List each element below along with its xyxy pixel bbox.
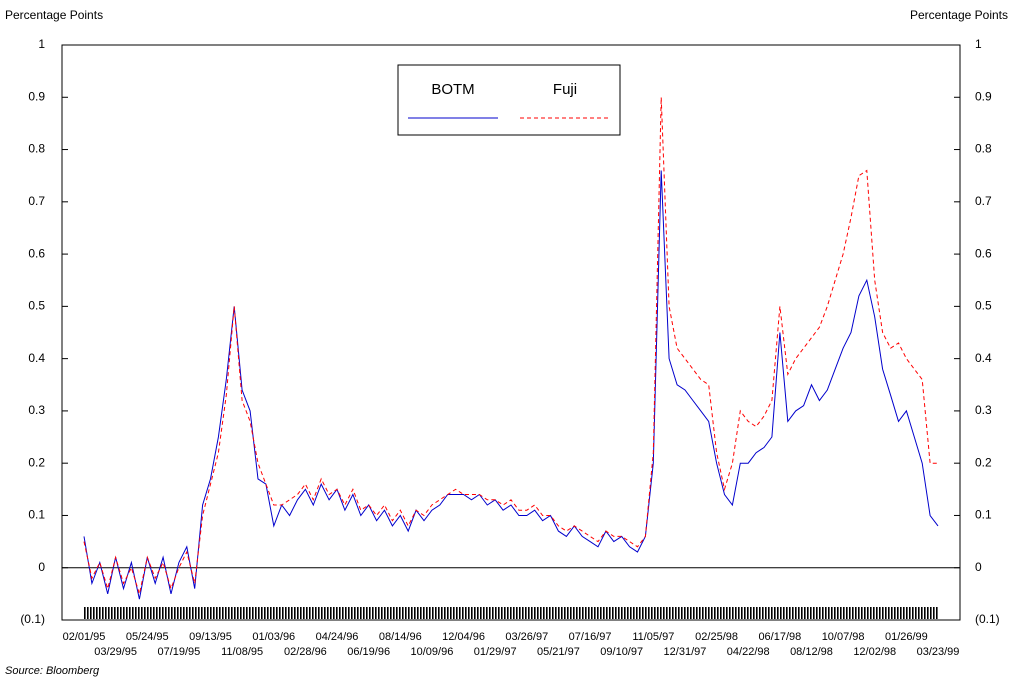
x-tick-label: 11/05/97 xyxy=(632,631,674,643)
y-tick-label: 0.8 xyxy=(28,142,45,156)
y2-tick-label: 0.4 xyxy=(975,351,992,365)
source-note: Source: Bloomberg xyxy=(5,665,100,677)
y2-tick-label: 0.6 xyxy=(975,246,992,260)
x-tick-label: 02/01/95 xyxy=(63,631,106,643)
legend-label: BOTM xyxy=(431,81,474,98)
x-tick-label: 12/31/97 xyxy=(664,646,707,658)
y-tick-label: 1 xyxy=(38,37,45,51)
y-tick-label: 0.7 xyxy=(28,194,45,208)
y-tick-label: (0.1) xyxy=(20,612,45,626)
y-tick-label: 0.1 xyxy=(28,508,45,522)
x-tick-label: 05/21/97 xyxy=(537,646,580,658)
y-axis-label: Percentage Points xyxy=(5,8,103,22)
y-tick-label: 0 xyxy=(38,560,45,574)
y-tick-label: 0.2 xyxy=(28,455,45,469)
y-tick-label: 0.3 xyxy=(28,403,45,417)
x-tick-label: 03/23/99 xyxy=(917,646,960,658)
x-tick-label: 11/08/95 xyxy=(221,646,263,658)
x-tick-label: 06/17/98 xyxy=(758,631,801,643)
y2-tick-label: 0.9 xyxy=(975,89,992,103)
x-tick-label: 07/16/97 xyxy=(569,631,612,643)
series-line xyxy=(83,170,939,600)
y2-tick-label: (0.1) xyxy=(975,612,1000,626)
y-tick-label: 0.5 xyxy=(28,299,45,313)
y2-tick-label: 0.2 xyxy=(975,455,992,469)
x-tick-label: 07/19/95 xyxy=(157,646,200,658)
x-tick-label: 04/22/98 xyxy=(727,646,770,658)
x-tick-label: 08/14/96 xyxy=(379,631,422,643)
x-tick-label: 05/24/95 xyxy=(126,631,169,643)
x-tick-label: 10/07/98 xyxy=(822,631,865,643)
y2-tick-label: 0.1 xyxy=(975,508,992,522)
legend-label: Fuji xyxy=(553,81,577,98)
x-tick-label: 12/02/98 xyxy=(853,646,896,658)
x-tick-label: 03/29/95 xyxy=(94,646,137,658)
x-tick-label: 02/28/96 xyxy=(284,646,327,658)
y2-tick-label: 0 xyxy=(975,560,982,574)
y2-tick-label: 1 xyxy=(975,37,982,51)
y-tick-label: 0.4 xyxy=(28,351,45,365)
legend xyxy=(397,64,621,136)
x-tick-label: 10/09/96 xyxy=(411,646,454,658)
y2-tick-label: 0.5 xyxy=(975,299,992,313)
x-tick-label: 04/24/96 xyxy=(316,631,359,643)
plot-frame xyxy=(61,44,961,621)
x-tick-label: 12/04/96 xyxy=(442,631,485,643)
x-tick-label: 06/19/96 xyxy=(347,646,390,658)
x-tick-label: 09/10/97 xyxy=(600,646,643,658)
x-tick-label: 02/25/98 xyxy=(695,631,738,643)
x-tick-label: 01/29/97 xyxy=(474,646,517,658)
y-tick-label: 0.6 xyxy=(28,246,45,260)
x-tick-label: 09/13/95 xyxy=(189,631,232,643)
x-tick-label: 08/12/98 xyxy=(790,646,833,658)
y2-axis-label: Percentage Points xyxy=(910,8,1008,22)
y2-tick-label: 0.8 xyxy=(975,142,992,156)
y-tick-label: 0.9 xyxy=(28,89,45,103)
y2-tick-label: 0.7 xyxy=(975,194,992,208)
x-tick-label: 01/26/99 xyxy=(885,631,928,643)
series-line xyxy=(83,97,938,596)
x-tick-label: 03/26/97 xyxy=(505,631,548,643)
y2-tick-label: 0.3 xyxy=(975,403,992,417)
tick-band xyxy=(84,607,939,619)
x-tick-label: 01/03/96 xyxy=(252,631,295,643)
